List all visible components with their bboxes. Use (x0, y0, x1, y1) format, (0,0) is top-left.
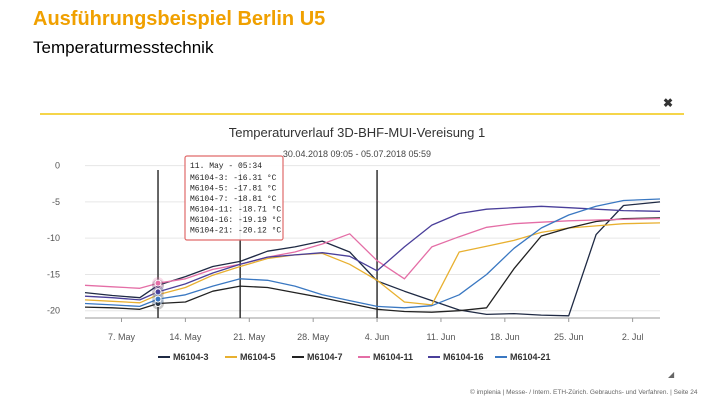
hover-point (154, 295, 162, 303)
x-tick-label: 25. Jun (554, 332, 584, 342)
hover-point (154, 279, 162, 287)
x-tick-label: 28. May (297, 332, 330, 342)
tooltip-line: M6104-21: -20.12 °C (190, 227, 281, 236)
tooltip-line: M6104-11: -18.71 °C (190, 206, 281, 215)
tooltip-line: M6104-7: -18.81 °C (190, 195, 277, 204)
footer-text: © implenia | Messe- / Intern. ETH-Zürich… (470, 389, 698, 396)
legend-label[interactable]: M6104-16 (443, 352, 484, 362)
y-tick-label: -15 (47, 269, 60, 279)
tooltip-line: M6104-16: -19.19 °C (190, 216, 281, 225)
series-line-m6104-7 (84, 217, 661, 313)
tooltip-header: 11. May - 05:34 (190, 162, 262, 171)
legend-label[interactable]: M6104-5 (240, 352, 276, 362)
resize-handle-icon[interactable]: ◢ (668, 370, 675, 379)
series-line-m6104-16 (84, 205, 661, 301)
x-tick-label: 7. May (108, 332, 136, 342)
x-tick-label: 11. Jun (427, 332, 456, 342)
series-line-m6104-5 (84, 222, 661, 306)
x-tick-label: 14. May (169, 332, 202, 342)
accent-line (40, 113, 684, 115)
tooltip-line: M6104-5: -17.81 °C (190, 185, 277, 194)
hover-point (154, 288, 162, 296)
tooltip-line: M6104-3: -16.31 °C (190, 174, 277, 183)
legend-label[interactable]: M6104-3 (173, 352, 209, 362)
close-icon[interactable]: ✖ (663, 96, 674, 110)
y-tick-label: 0 (55, 161, 60, 171)
y-tick-label: -10 (47, 233, 60, 243)
x-tick-label: 21. May (233, 332, 266, 342)
chart-title: Temperaturverlauf 3D-BHF-MUI-Vereisung 1 (229, 125, 485, 140)
x-tick-label: 18. Jun (490, 332, 520, 342)
x-tick-label: 2. Jul (622, 332, 644, 342)
chart-subtitle: 30.04.2018 09:05 - 05.07.2018 05:59 (283, 149, 431, 159)
series-line-m6104-21 (84, 198, 661, 309)
y-tick-label: -5 (52, 197, 60, 207)
tooltip-box (184, 155, 284, 241)
legend-label[interactable]: M6104-11 (373, 352, 413, 362)
series-line-m6104-3 (84, 201, 661, 317)
slide-title: Ausführungsbeispiel Berlin U5 (33, 8, 326, 30)
x-tick-label: 4. Jun (365, 332, 390, 342)
slide-subtitle: Temperaturmesstechnik (33, 38, 214, 57)
legend-label[interactable]: M6104-21 (510, 352, 551, 362)
legend-label[interactable]: M6104-7 (307, 352, 343, 362)
y-tick-label: -20 (47, 306, 60, 316)
